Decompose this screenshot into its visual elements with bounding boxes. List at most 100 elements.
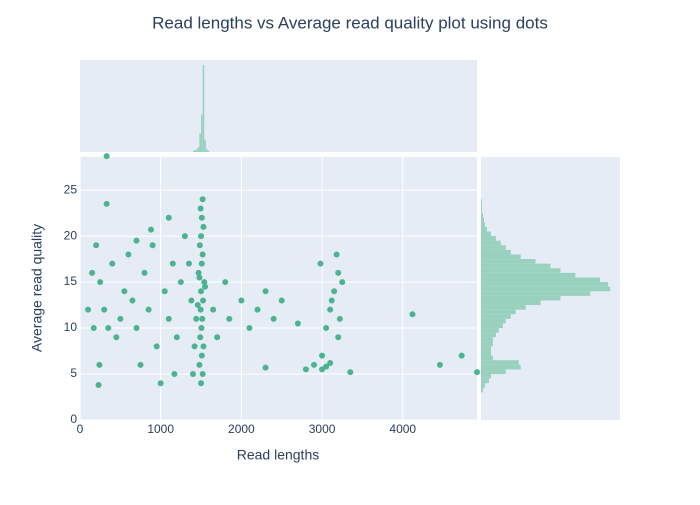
point <box>125 251 132 258</box>
histogram-bar <box>201 114 203 152</box>
point <box>185 260 192 267</box>
point <box>141 269 148 276</box>
point <box>222 279 229 286</box>
point <box>177 279 184 286</box>
point <box>199 315 206 322</box>
histogram-bar <box>481 231 491 237</box>
histogram-bar <box>481 295 561 301</box>
histogram-bar <box>481 318 506 324</box>
point <box>101 306 108 313</box>
histogram-bar <box>481 332 496 338</box>
point <box>165 315 172 322</box>
point <box>335 334 342 341</box>
point <box>188 297 195 304</box>
x-tick-label: 3000 <box>309 422 336 436</box>
histogram-bar <box>481 277 601 283</box>
point <box>436 361 443 368</box>
histogram-bar <box>199 133 202 152</box>
y-tick-label: 5 <box>70 366 77 380</box>
point <box>317 260 324 267</box>
point <box>145 306 152 313</box>
histogram-bar <box>481 369 506 375</box>
y-tick-label: 20 <box>64 228 78 242</box>
histogram-bar <box>481 226 487 232</box>
point <box>97 279 104 286</box>
histogram-bar <box>197 147 200 152</box>
point <box>327 306 334 313</box>
point <box>95 382 102 389</box>
point <box>199 196 206 203</box>
point <box>347 369 354 376</box>
point <box>133 325 140 332</box>
point <box>93 242 100 249</box>
point <box>254 306 261 313</box>
histogram-bar <box>481 199 482 204</box>
point <box>113 334 120 341</box>
histogram-bar <box>481 254 521 260</box>
point <box>200 297 207 304</box>
point <box>197 334 204 341</box>
histogram-bar <box>205 148 208 152</box>
histogram-bar <box>481 314 511 319</box>
point <box>226 315 233 322</box>
point <box>200 223 207 230</box>
point <box>197 205 204 212</box>
histogram-bar <box>481 328 499 333</box>
point <box>200 343 207 350</box>
point <box>311 361 318 368</box>
point <box>262 364 269 371</box>
y-tick-label: 0 <box>70 412 77 426</box>
point <box>198 325 205 332</box>
point <box>109 260 116 267</box>
chart-title: Read lengths vs Average read quality plo… <box>152 13 548 32</box>
histogram-bar <box>481 268 561 273</box>
histogram-bar <box>481 337 493 342</box>
histogram-bar <box>481 351 491 356</box>
point <box>339 279 346 286</box>
histogram-bar <box>481 259 536 264</box>
histogram-bar <box>481 341 493 347</box>
point <box>409 311 416 318</box>
plot-area <box>80 157 477 420</box>
histogram-bar <box>481 305 526 310</box>
histogram-bar <box>481 222 485 227</box>
point <box>323 363 330 370</box>
histogram-bar <box>207 150 210 152</box>
point <box>319 352 326 359</box>
point <box>201 279 208 286</box>
point <box>294 320 301 327</box>
y-tick-label: 25 <box>64 182 78 196</box>
point <box>129 297 136 304</box>
histogram-bar <box>202 64 205 152</box>
point <box>191 343 198 350</box>
point <box>171 371 178 378</box>
histogram-bar <box>204 139 206 152</box>
x-tick-label: 4000 <box>389 422 416 436</box>
histogram-bar <box>481 245 506 250</box>
point <box>198 352 205 359</box>
point <box>189 371 196 378</box>
histogram-bar <box>481 240 501 246</box>
point <box>270 315 277 322</box>
histogram-bar <box>481 203 482 209</box>
point <box>173 334 180 341</box>
histogram-bar <box>194 150 197 152</box>
x-tick-label: 2000 <box>228 422 255 436</box>
histogram-bar <box>481 374 491 379</box>
histogram-bar <box>481 346 491 352</box>
point <box>153 343 160 350</box>
point <box>335 269 342 276</box>
point <box>238 297 245 304</box>
point <box>336 315 343 322</box>
point <box>331 288 338 295</box>
histogram-bar <box>481 291 591 296</box>
y-axis-label: Average read quality <box>29 224 45 352</box>
point <box>117 315 124 322</box>
histogram-bar <box>481 360 519 365</box>
point <box>198 288 205 295</box>
y-tick-label: 10 <box>64 320 78 334</box>
point <box>157 380 164 387</box>
point <box>302 366 309 373</box>
point <box>89 269 96 276</box>
point <box>103 200 110 207</box>
